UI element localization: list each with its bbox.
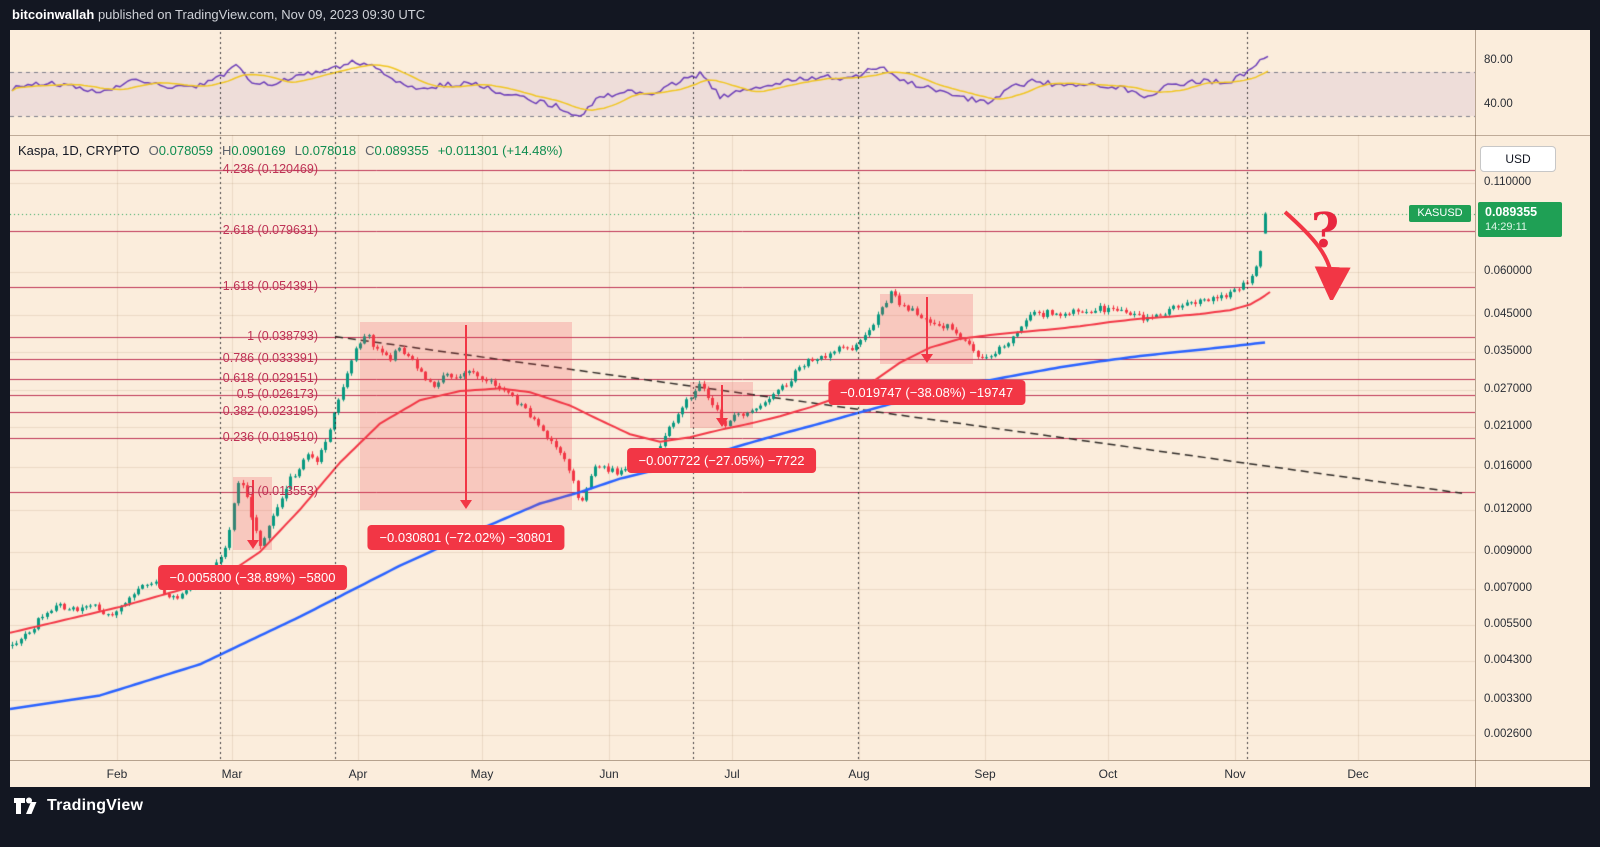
measure-box[interactable] (360, 322, 572, 510)
price-axis-label[interactable]: 0.004300 (1484, 653, 1532, 666)
measure-arrow-head-icon (920, 354, 933, 364)
measure-arrow (925, 296, 928, 355)
fib-level-label: 0.618 (0.029151) (222, 370, 318, 385)
price-axis-label[interactable]: 0.035000 (1484, 344, 1532, 357)
symbol-bar: Kaspa, 1D, CRYPTO O0.078059 H0.090169 L0… (18, 143, 563, 158)
footer: TradingView (12, 795, 143, 817)
chart-panel: 4.236 (0.120469) 2.618 (0.079631) 1.618 (0… (10, 30, 1590, 787)
measure-arrow-head-icon (246, 540, 259, 550)
high-value: 0.090169 (231, 143, 286, 158)
price-axis-label[interactable]: 0.045000 (1484, 307, 1532, 320)
price-axis-label[interactable]: 0.110000 (1484, 175, 1532, 188)
close-value: 0.089355 (374, 143, 429, 158)
open-value: 0.078059 (158, 143, 213, 158)
last-price-badge: 0.089355 14:29:11 (1478, 202, 1562, 237)
measure-arrow (720, 384, 723, 419)
time-axis-label[interactable]: Jun (599, 767, 619, 781)
low-value: 0.078018 (301, 143, 357, 158)
fib-level-label: 0.5 (0.026173) (236, 386, 318, 401)
price-chart-canvas[interactable] (10, 30, 1475, 760)
time-axis[interactable]: Feb Mar Apr May Jun Jul Aug Sep Oct Nov Dec (10, 760, 1590, 787)
pane-divider[interactable] (10, 135, 1590, 136)
open-letter: O (148, 143, 159, 158)
low-letter: L (294, 143, 302, 158)
measure-label[interactable]: −0.005800 (−38.89%) −5800 (157, 565, 348, 590)
price-axis-label[interactable]: 0.007000 (1484, 581, 1532, 594)
time-axis-label[interactable]: Jul (724, 767, 740, 781)
price-axis[interactable]: USD 0.110000 0.060000 0.045000 0.035000 0.02… (1475, 30, 1590, 787)
measure-label[interactable]: −0.019747 (−38.08%) −19747 (827, 380, 1026, 405)
price-axis-label[interactable]: 0.060000 (1484, 265, 1532, 278)
fib-level-label: 4.236 (0.120469) (222, 161, 318, 176)
ohlc-close: C0.089355 (365, 143, 429, 158)
time-axis-label[interactable]: Feb (106, 767, 128, 781)
time-axis-label[interactable]: Dec (1347, 767, 1369, 781)
measure-arrow-head-icon (715, 418, 728, 428)
measure-arrow (465, 325, 467, 500)
change-value: +0.011301 (+14.48%) (437, 143, 563, 158)
time-axis-label[interactable]: Aug (848, 767, 870, 781)
fib-level-label: 1.618 (0.054391) (222, 278, 318, 293)
symbol-price-tag: KASUSD (1409, 205, 1471, 222)
measure-arrow (251, 480, 254, 541)
time-axis-label[interactable]: Nov (1224, 767, 1246, 781)
measure-label[interactable]: −0.007722 (−27.05%) −7722 (626, 448, 817, 473)
down-arrow-annotation[interactable] (1275, 205, 1355, 300)
publish-bar: bitcoinwallah published on TradingView.c… (0, 0, 1600, 30)
fib-level-label: 1 (0.038793) (247, 328, 318, 343)
time-axis-label[interactable]: Sep (974, 767, 996, 781)
indicator-axis-label[interactable]: 80.00 (1484, 54, 1513, 66)
publish-author: bitcoinwallah (12, 7, 95, 22)
symbol-title[interactable]: Kaspa, 1D, CRYPTO (18, 143, 140, 158)
measure-arrow-head-icon (460, 499, 472, 509)
measure-box[interactable] (233, 477, 272, 551)
price-axis-label[interactable]: 0.027000 (1484, 382, 1532, 395)
measure-box[interactable] (880, 293, 973, 365)
fib-level-label: 0.382 (0.023195) (222, 404, 318, 419)
price-axis-label[interactable]: 0.021000 (1484, 420, 1532, 433)
time-axis-label[interactable]: May (470, 767, 494, 781)
fib-level-label: 2.618 (0.079631) (222, 222, 318, 237)
fib-level-label: 0.786 (0.033391) (222, 350, 318, 365)
high-letter: H (222, 143, 232, 158)
fib-level-label: 0 (0.013553) (247, 483, 318, 498)
measure-box[interactable] (690, 381, 753, 429)
price-axis-label[interactable]: 0.016000 (1484, 460, 1532, 473)
time-axis-label[interactable]: Mar (221, 767, 243, 781)
time-axis-label[interactable]: Oct (1098, 767, 1118, 781)
price-axis-label[interactable]: 0.009000 (1484, 544, 1532, 557)
bar-countdown: 14:29:11 (1485, 221, 1528, 233)
price-axis-label[interactable]: 0.005500 (1484, 617, 1532, 630)
publish-info: published on TradingView.com, Nov 09, 20… (94, 7, 426, 22)
tradingview-logo-icon[interactable] (12, 795, 38, 817)
last-price-value: 0.089355 (1485, 205, 1538, 219)
currency-usd-button[interactable]: USD (1480, 146, 1556, 172)
question-mark-annotation[interactable]: ? (1311, 203, 1340, 259)
time-axis-label[interactable]: Apr (348, 767, 368, 781)
measure-label[interactable]: −0.030801 (−72.02%) −30801 (367, 525, 565, 550)
fib-level-label: 0.236 (0.019510) (222, 429, 318, 444)
arrow-path (1283, 210, 1351, 300)
tradingview-wordmark[interactable]: TradingView (47, 797, 144, 814)
price-axis-label[interactable]: 0.012000 (1484, 502, 1532, 515)
close-letter: C (365, 143, 375, 158)
indicator-axis-label[interactable]: 40.00 (1484, 98, 1513, 110)
price-axis-label[interactable]: 0.002600 (1484, 727, 1532, 740)
ohlc-low: L0.078018 (295, 143, 356, 158)
ohlc-open: O0.078059 (149, 143, 213, 158)
ohlc-high: H0.090169 (222, 143, 286, 158)
price-axis-label[interactable]: 0.003300 (1484, 692, 1532, 705)
